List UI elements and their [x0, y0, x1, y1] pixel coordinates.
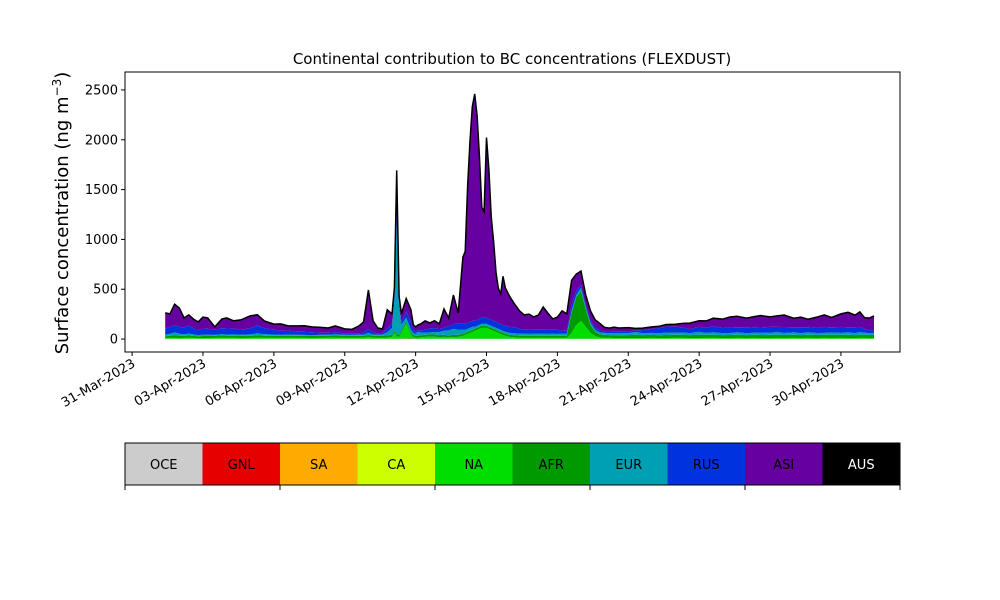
legend-swatch-afr — [512, 443, 590, 485]
legend-label-oce: OCE — [150, 458, 178, 473]
legend-label-eur: EUR — [615, 458, 642, 473]
legend-swatch-na — [435, 443, 513, 485]
legend-label-sa: SA — [310, 458, 327, 473]
y-tick-label: 2500 — [85, 83, 118, 98]
y-axis-label-superscript: −3 — [50, 79, 64, 97]
y-tick-label: 1000 — [85, 233, 118, 248]
x-tick-label: 30-Apr-2023 — [770, 356, 847, 409]
legend-swatch-ca — [357, 443, 435, 485]
x-tick-label: 12-Apr-2023 — [345, 356, 422, 409]
legend-label-afr: AFR — [539, 458, 564, 473]
legend: OCE GNL SA CA NA AFR EUR RUS ASI AUS — [124, 442, 901, 490]
plot-frame — [124, 71, 901, 353]
x-tick-label: 31-Mar-2023 — [59, 356, 138, 410]
legend-label-ca: CA — [387, 458, 405, 473]
y-tick-label: 500 — [93, 283, 118, 298]
area-series-aus — [165, 93, 874, 330]
y-tick-label: 2000 — [85, 133, 118, 148]
y-axis-label: Surface concentration (ng m−3) — [50, 72, 73, 355]
x-tick-label: 24-Apr-2023 — [628, 356, 705, 409]
x-tick-label: 18-Apr-2023 — [486, 356, 563, 409]
legend-label-rus: RUS — [693, 458, 720, 473]
legend-swatch-aus — [822, 443, 900, 485]
x-tick-label: 21-Apr-2023 — [557, 356, 634, 409]
x-tick-label: 06-Apr-2023 — [203, 356, 280, 409]
legend-label-aus: AUS — [848, 458, 875, 473]
legend-swatch-gnl — [202, 443, 280, 485]
y-tick-label: 1500 — [85, 183, 118, 198]
legend-label-gnl: GNL — [228, 458, 256, 473]
legend-label-asi: ASI — [773, 458, 794, 473]
x-tick-label: 15-Apr-2023 — [415, 356, 492, 409]
legend-label-na: NA — [464, 458, 483, 473]
legend-swatch-eur — [590, 443, 668, 485]
y-axis-label-close: ) — [52, 72, 73, 79]
x-tick-label: 09-Apr-2023 — [274, 356, 351, 409]
x-tick-label: 03-Apr-2023 — [132, 356, 209, 409]
legend-swatch-asi — [745, 443, 823, 485]
area-series-asi — [165, 93, 874, 334]
x-tick-label: 27-Apr-2023 — [699, 356, 776, 409]
legend-swatch-oce — [125, 443, 203, 485]
total-outline — [165, 93, 875, 331]
legend-frame — [124, 442, 901, 486]
plot-area — [165, 93, 875, 339]
legend-swatch-sa — [280, 443, 358, 485]
y-axis-label-main: Surface concentration (ng m — [52, 96, 73, 354]
legend-swatch-rus — [667, 443, 745, 485]
chart-title: Continental contribution to BC concentra… — [293, 50, 731, 68]
y-tick-label: 0 — [110, 333, 118, 348]
